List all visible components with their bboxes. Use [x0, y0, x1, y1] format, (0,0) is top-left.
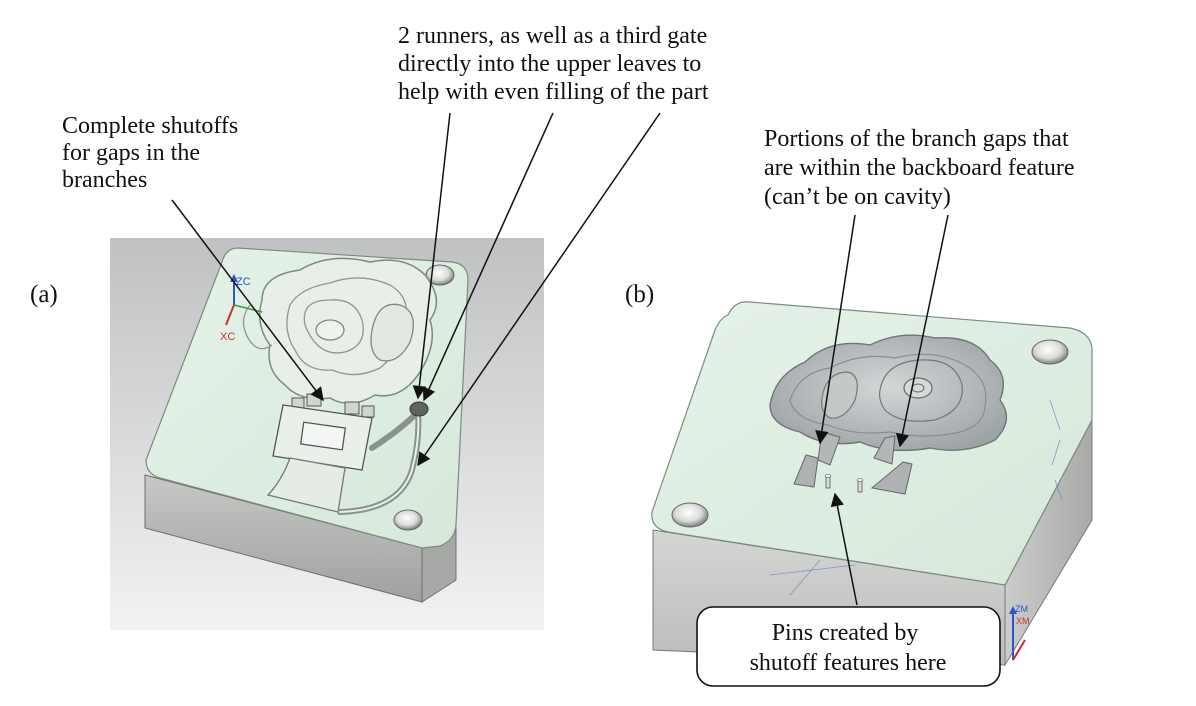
panel-b-part-leaf: [769, 334, 1008, 452]
panel-a: ZC XC (a) Complete shutoffs for gaps in …: [30, 23, 713, 630]
panel-b-arrow-pins: [830, 492, 858, 606]
panel-b-part-inner-rim: [789, 353, 987, 437]
panel-a-part-left-wing: [242, 304, 273, 350]
panel-b-arrow-branch-gap-right: [895, 214, 949, 448]
annotation-shutoffs-line-3: branches: [62, 167, 147, 193]
panel-b-construction-lines: [769, 399, 1063, 596]
panel-a-backboard-window: [299, 421, 347, 451]
annotation-branch-gaps-line-3: (can’t be on cavity): [764, 184, 951, 210]
panel-b-part-center-boss: [903, 377, 933, 399]
panel-b-triad-z-label: ZM: [1015, 604, 1028, 614]
panel-a-triad-z-label: ZC: [236, 276, 251, 288]
panel-a-arrow-runner-3: [417, 112, 661, 467]
panel-b-bolt-hole-top-right: [1031, 339, 1069, 365]
annotation-shutoffs-line-1: Complete shutoffs: [62, 113, 238, 139]
panel-a-shutoff-block-4: [361, 405, 375, 418]
panel-a-part-center-boss: [315, 319, 345, 341]
panel-a-arrow-runner-1: [412, 112, 451, 400]
panel-b-annotation-branch-gaps: Portions of the branch gaps that are wit…: [764, 126, 1081, 210]
panel-b-pins-callout-box: [696, 606, 1001, 687]
panel-b-triad: ZM XM: [1009, 604, 1030, 661]
annotation-pins-line-2: shutoff features here: [750, 650, 947, 676]
panel-b-label: (b): [625, 281, 654, 308]
panel-b-part-right-lobe-outer: [878, 359, 963, 422]
panel-b: ZM XM (b) Portions of the branch gaps th…: [625, 126, 1093, 687]
annotation-runners-line-2: directly into the upper leaves to: [398, 51, 701, 77]
panel-a-part-right-lobe: [370, 303, 414, 362]
panel-a-gate: [409, 401, 429, 417]
panel-b-branch-gap-right-upper: [873, 435, 896, 465]
panel-b-annotation-pins: Pins created by shutoff features here: [750, 620, 947, 676]
panel-a-part-vein-outer: [303, 299, 364, 354]
panel-b-bolt-hole-bottom-left: [671, 502, 709, 528]
annotation-branch-gaps-line-1: Portions of the branch gaps that: [764, 126, 1069, 152]
panel-b-triad-x-label: XM: [1016, 616, 1030, 626]
annotation-runners-line-3: help with even filling of the part: [398, 79, 709, 105]
panel-b-branch-gap-right-lower: [870, 461, 913, 495]
panel-b-arrow-branch-gap-left: [815, 214, 856, 445]
panel-a-triad: ZC XC: [220, 274, 263, 343]
panel-a-part-leaf: [259, 257, 438, 404]
panel-a-shutoff-block-3: [344, 401, 360, 415]
panel-a-label: (a): [30, 281, 58, 308]
panel-a-annotation-runners: 2 runners, as well as a third gate direc…: [398, 23, 713, 105]
panel-b-pin-left-top: [824, 474, 832, 478]
panel-a-triad-x-label: XC: [220, 331, 235, 343]
annotation-shutoffs-line-2: for gaps in the: [62, 140, 200, 166]
annotation-pins-line-1: Pins created by: [772, 620, 919, 646]
panel-a-annotation-shutoffs: Complete shutoffs for gaps in the branch…: [62, 113, 244, 193]
panel-a-arrow-runner-2: [422, 112, 554, 402]
panel-a-bolt-hole-bottom-right: [393, 509, 423, 531]
panel-a-runner-lower-highlight: [339, 411, 420, 513]
panel-b-pin-right-top: [856, 478, 864, 482]
annotation-runners-line-1: 2 runners, as well as a third gate: [398, 23, 707, 49]
annotation-branch-gaps-line-2: are within the backboard feature: [764, 155, 1075, 181]
panel-b-branch-gap-left-lower: [793, 454, 819, 488]
panel-a-arrow-shutoffs: [171, 199, 324, 402]
